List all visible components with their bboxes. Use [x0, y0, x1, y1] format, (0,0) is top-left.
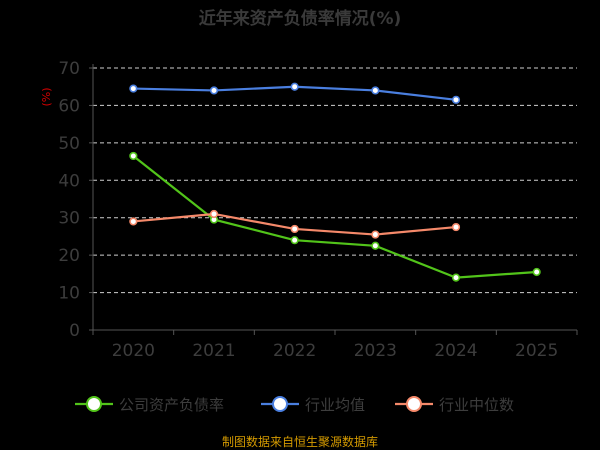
legend-label-2: 行业中位数 [439, 396, 514, 414]
legend-item-2[interactable]: 行业中位数 [395, 396, 514, 414]
data-point-1-2023[interactable] [371, 86, 380, 95]
y-tick-label-50: 50 [58, 134, 80, 154]
data-point-0-2023[interactable] [371, 241, 380, 250]
data-point-2-2020[interactable] [129, 217, 138, 226]
data-point-2-2024[interactable] [451, 222, 461, 232]
y-tick-label-60: 60 [58, 96, 80, 116]
source-note: 制图数据来自恒生聚源数据库 [222, 434, 378, 449]
legend-label-1: 行业均值 [305, 396, 365, 414]
x-tick-label-2024: 2024 [434, 341, 477, 361]
legend-item-1[interactable]: 行业均值 [261, 396, 365, 414]
data-point-0-2025[interactable] [532, 267, 541, 277]
chart-title: 近年来资产负债率情况(%) [199, 8, 402, 29]
legend-marker-icon [406, 396, 422, 412]
x-tick-label-2022: 2022 [273, 341, 316, 361]
x-tick-labels: 2020 2021 2022 2023 2024 2025 [112, 341, 559, 361]
y-tick-label-0: 0 [69, 321, 80, 341]
data-point-1-2021[interactable] [209, 86, 219, 95]
y-tick-label-10: 10 [58, 284, 80, 304]
series-2 [129, 209, 461, 239]
x-tick-label-2023: 2023 [354, 341, 397, 361]
data-point-2-2021[interactable] [209, 209, 219, 219]
legend-marker-icon [86, 396, 102, 412]
x-tick-label-2020: 2020 [112, 341, 155, 361]
data-point-0-2022[interactable] [290, 236, 299, 245]
y-tick-label-70: 70 [58, 59, 80, 79]
series-line-0 [132, 155, 537, 279]
y-tick-label-40: 40 [58, 171, 80, 191]
data-point-1-2020[interactable] [129, 84, 138, 93]
axes [89, 64, 578, 335]
data-point-2-2023[interactable] [371, 230, 380, 239]
x-tick-label-2025: 2025 [515, 341, 558, 361]
series-0 [129, 151, 541, 282]
series-1 [129, 82, 461, 104]
data-point-0-2024[interactable] [451, 273, 461, 282]
legend-label-0: 公司资产负债率 [119, 396, 224, 414]
legend-item-0[interactable]: 公司资产负债率 [75, 396, 224, 414]
y-tick-label-30: 30 [58, 209, 80, 229]
data-point-1-2022[interactable] [290, 82, 299, 91]
grid-lines [93, 67, 577, 294]
data-point-2-2022[interactable] [290, 224, 299, 234]
y-tick-label-20: 20 [58, 246, 80, 266]
y-tick-labels: 0 10 20 30 40 50 60 70 [58, 59, 80, 341]
data-point-0-2020[interactable] [129, 151, 138, 161]
data-point-1-2024[interactable] [451, 95, 461, 104]
x-tick-label-2021: 2021 [192, 341, 235, 361]
y-axis-label: (%) [40, 87, 53, 106]
legend-marker-icon [272, 396, 288, 412]
series-group [129, 82, 541, 282]
legend: 公司资产负债率 行业均值 行业中位数 [75, 396, 514, 414]
